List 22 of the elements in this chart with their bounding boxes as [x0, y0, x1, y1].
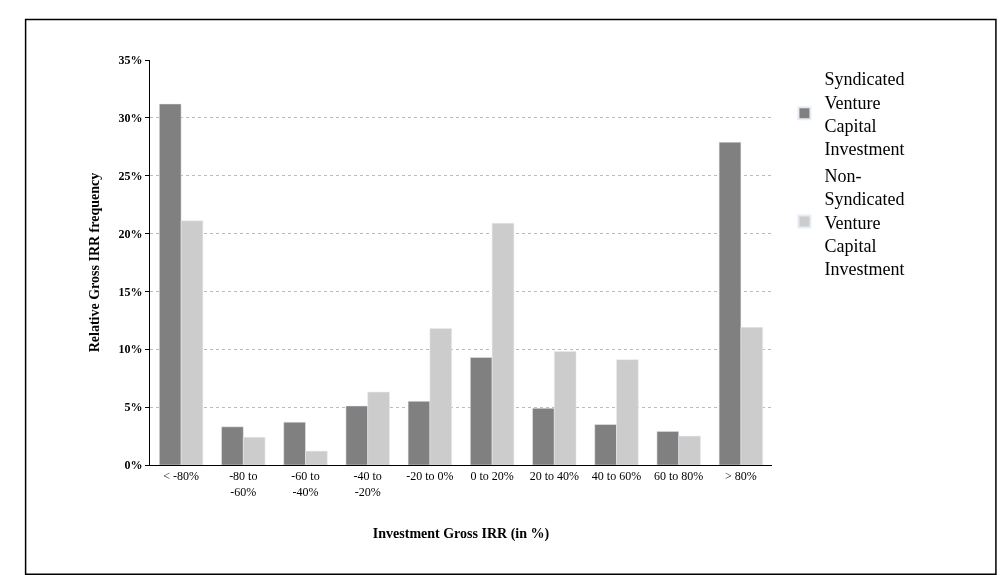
x-tick-label: < -80%: [163, 469, 199, 484]
y-tick-label: 35%: [118, 53, 143, 68]
legend-label: Non- Syndicated Venture Capital Investment: [824, 165, 905, 280]
y-tick-label: 30%: [118, 111, 143, 126]
x-tick-label: -20 to 0%: [406, 469, 454, 484]
x-tick-label: -40 to -20%: [353, 469, 382, 499]
x-tick-label: -60 to -40%: [291, 469, 320, 499]
x-tick-label: -80 to -60%: [229, 469, 258, 499]
y-tick-label: 5%: [124, 400, 143, 415]
y-axis-title: Relative Gross IRR frequency: [87, 172, 103, 353]
x-axis-title: Investment Gross IRR (in %): [372, 526, 550, 543]
y-tick-label: 25%: [118, 168, 143, 183]
x-tick-label: > 80%: [725, 469, 757, 484]
x-tick-label: 0 to 20%: [470, 469, 514, 484]
x-tick-label: 20 to 40%: [529, 469, 579, 484]
y-tick-label: 15%: [118, 284, 143, 299]
y-tick-label: 20%: [118, 226, 143, 241]
y-tick-label: 0%: [124, 458, 143, 473]
x-tick-label: 40 to 60%: [591, 469, 642, 484]
y-tick-label: 10%: [118, 342, 143, 357]
legend-label: Syndicated Venture Capital Investment: [824, 69, 905, 160]
x-tick-label: 60 to 80%: [654, 469, 704, 484]
